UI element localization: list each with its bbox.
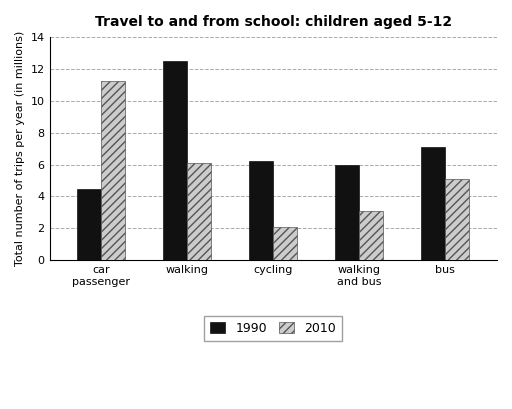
Bar	[249, 161, 273, 260]
Bar	[187, 163, 211, 260]
Bar	[359, 211, 383, 260]
Bar	[77, 189, 101, 260]
Legend: 1990, 2010: 1990, 2010	[204, 316, 343, 341]
Y-axis label: Total number of trips per year (in millions): Total number of trips per year (in milli…	[15, 31, 25, 266]
Bar	[335, 164, 359, 260]
Bar	[445, 179, 470, 260]
Bar	[273, 227, 297, 260]
Bar	[421, 147, 445, 260]
Bar	[101, 81, 125, 260]
Title: Travel to and from school: children aged 5-12: Travel to and from school: children aged…	[95, 15, 452, 29]
Bar	[163, 61, 187, 260]
